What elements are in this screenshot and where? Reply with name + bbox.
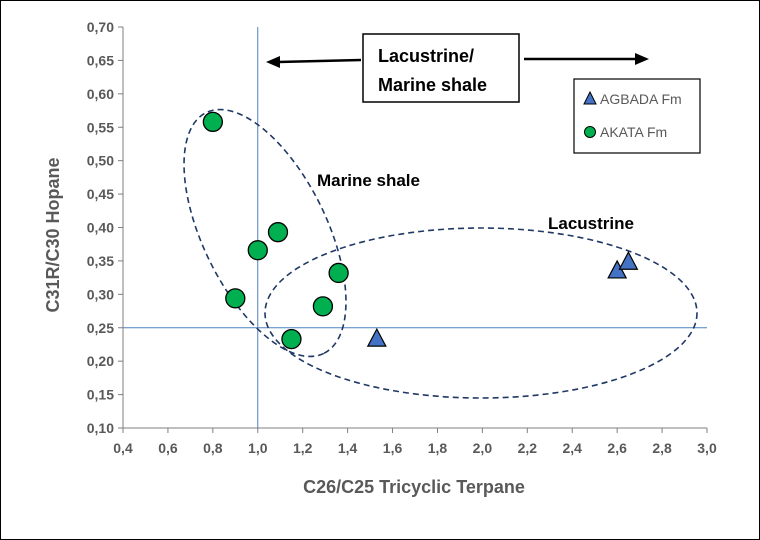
legend: AGBADA Fm AKATA Fm xyxy=(573,78,701,154)
y-axis-title: C31R/C30 Hopane xyxy=(43,157,63,312)
y-tick-label: 0,50 xyxy=(87,153,114,169)
left-arrowhead-icon xyxy=(266,56,280,68)
legend-triangle-icon xyxy=(583,90,597,105)
lacustrine-ellipse xyxy=(264,227,698,399)
x-tick-label: 1,2 xyxy=(293,440,313,456)
akata-point xyxy=(247,240,268,261)
reference-lines xyxy=(123,27,707,428)
akata-point xyxy=(202,111,223,133)
annotation-box-border xyxy=(362,33,520,103)
akata-point xyxy=(312,296,334,317)
akata-point xyxy=(267,222,289,243)
x-tick-label: 2,8 xyxy=(652,440,672,456)
marine-shale-ellipse xyxy=(183,108,347,358)
x-tick-label: 0,4 xyxy=(113,440,133,456)
group-ellipses xyxy=(183,108,698,399)
y-tick-label: 0,55 xyxy=(87,119,114,135)
y-tick-label: 0,40 xyxy=(87,220,114,236)
annotation-box-line1: Lacustrine/ xyxy=(378,46,474,66)
akata-point xyxy=(281,328,302,350)
legend-circle-icon xyxy=(584,126,596,138)
y-tick-label: 0,60 xyxy=(87,86,114,102)
marine-shale-label: Marine shale xyxy=(317,171,420,190)
y-tick-label: 0,10 xyxy=(87,420,114,436)
x-axis-title: C26/C25 Tricyclic Terpane xyxy=(303,477,525,497)
y-tick-label: 0,35 xyxy=(87,253,114,269)
x-tick-label: 2,4 xyxy=(562,440,582,456)
x-tick-label: 1,6 xyxy=(383,440,403,456)
x-tick-label: 1,8 xyxy=(428,440,448,456)
right-arrowhead-icon xyxy=(635,53,649,65)
x-tick-label: 2,6 xyxy=(607,440,627,456)
x-tick-label: 0,8 xyxy=(203,440,223,456)
axes: 0,4 0,6 0,8 1,0 1,2 1,4 1,6 1,8 2,0 2,2 2,4 2,6 2,8 3… xyxy=(87,19,717,456)
double-arrow xyxy=(266,53,649,68)
legend-label-agbada: AGBADA Fm xyxy=(600,91,682,107)
lacustrine-label: Lacustrine xyxy=(548,214,634,233)
y-tick-label: 0,30 xyxy=(87,286,114,302)
left-arrow-line xyxy=(277,58,362,64)
x-tick-label: 2,0 xyxy=(473,440,493,456)
y-tick-label: 0,25 xyxy=(87,320,114,336)
legend-label-akata: AKATA Fm xyxy=(600,124,667,140)
data-points xyxy=(202,111,639,350)
y-tick-label: 0,65 xyxy=(87,52,114,68)
x-tick-label: 0,6 xyxy=(158,440,178,456)
x-tick-label: 2,2 xyxy=(518,440,538,456)
annotation-box-line2: Marine shale xyxy=(378,75,487,95)
y-tick-label: 0,20 xyxy=(87,353,114,369)
y-tick-label: 0,45 xyxy=(87,186,114,202)
y-tick-label: 0,15 xyxy=(87,387,114,403)
akata-point xyxy=(225,288,246,309)
annotation-box: Lacustrine/ Marine shale xyxy=(362,33,520,103)
agbada-point xyxy=(366,327,387,347)
y-tick-label: 0,70 xyxy=(87,19,114,35)
x-tick-label: 1,4 xyxy=(338,440,358,456)
legend-border xyxy=(573,78,701,154)
x-tick-label: 1,0 xyxy=(248,440,268,456)
x-tick-label: 3,0 xyxy=(697,440,717,456)
akata-point xyxy=(328,262,349,284)
agbada-point xyxy=(618,250,639,270)
